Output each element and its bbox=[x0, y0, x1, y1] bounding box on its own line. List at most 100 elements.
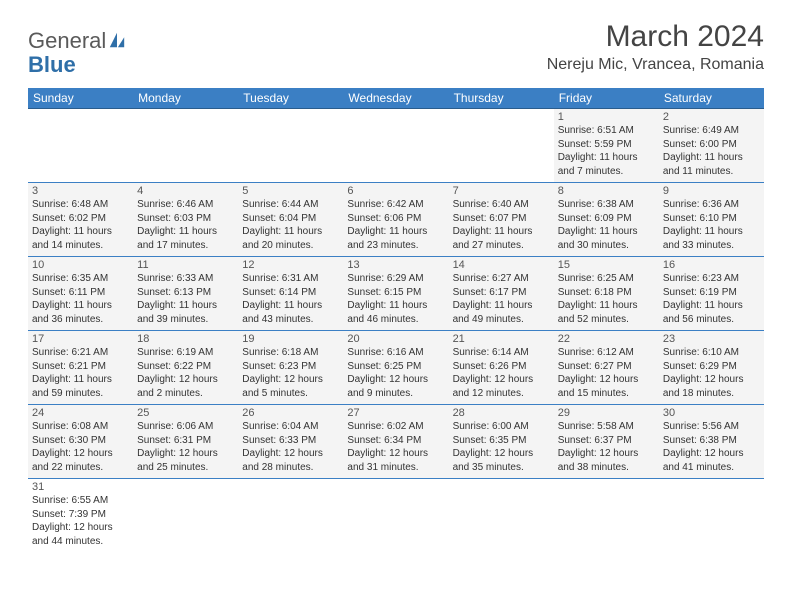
day-number: 23 bbox=[663, 333, 760, 345]
day-number: 4 bbox=[137, 185, 234, 197]
logo: General bbox=[28, 28, 126, 54]
cell-line: Sunrise: 6:55 AM bbox=[32, 494, 129, 508]
day-number: 19 bbox=[242, 333, 339, 345]
cell-line: and 2 minutes. bbox=[137, 387, 234, 401]
cell-line: Daylight: 12 hours bbox=[663, 447, 760, 461]
day-number: 28 bbox=[453, 407, 550, 419]
weekday-header: Friday bbox=[554, 88, 659, 109]
cell-line: Daylight: 11 hours bbox=[137, 225, 234, 239]
cell-line: Sunrise: 6:16 AM bbox=[347, 346, 444, 360]
cell-line: Daylight: 12 hours bbox=[242, 447, 339, 461]
calendar-cell: 3Sunrise: 6:48 AMSunset: 6:02 PMDaylight… bbox=[28, 183, 133, 257]
cell-line: Sunrise: 6:49 AM bbox=[663, 124, 760, 138]
day-number: 27 bbox=[347, 407, 444, 419]
cell-line: Sunset: 6:37 PM bbox=[558, 434, 655, 448]
cell-line: Daylight: 11 hours bbox=[347, 225, 444, 239]
cell-line: Daylight: 11 hours bbox=[453, 225, 550, 239]
cell-line: Sunrise: 6:44 AM bbox=[242, 198, 339, 212]
calendar-table: Sunday Monday Tuesday Wednesday Thursday… bbox=[28, 88, 764, 553]
calendar-cell: 5Sunrise: 6:44 AMSunset: 6:04 PMDaylight… bbox=[238, 183, 343, 257]
title-block: March 2024 Nereju Mic, Vrancea, Romania bbox=[547, 20, 764, 78]
cell-line: and 59 minutes. bbox=[32, 387, 129, 401]
calendar-cell bbox=[238, 479, 343, 553]
calendar-cell bbox=[238, 109, 343, 183]
calendar-cell: 24Sunrise: 6:08 AMSunset: 6:30 PMDayligh… bbox=[28, 405, 133, 479]
day-number: 10 bbox=[32, 259, 129, 271]
calendar-cell: 14Sunrise: 6:27 AMSunset: 6:17 PMDayligh… bbox=[449, 257, 554, 331]
cell-line: Sunset: 6:34 PM bbox=[347, 434, 444, 448]
cell-line: Sunset: 6:30 PM bbox=[32, 434, 129, 448]
cell-line: Sunrise: 6:08 AM bbox=[32, 420, 129, 434]
weekday-header: Thursday bbox=[449, 88, 554, 109]
cell-line: Sunset: 6:03 PM bbox=[137, 212, 234, 226]
weekday-header: Sunday bbox=[28, 88, 133, 109]
calendar-row: 31Sunrise: 6:55 AMSunset: 7:39 PMDayligh… bbox=[28, 479, 764, 553]
cell-line: Daylight: 11 hours bbox=[242, 299, 339, 313]
cell-line: and 36 minutes. bbox=[32, 313, 129, 327]
cell-line: Sunrise: 6:27 AM bbox=[453, 272, 550, 286]
calendar-cell: 17Sunrise: 6:21 AMSunset: 6:21 PMDayligh… bbox=[28, 331, 133, 405]
cell-line: Daylight: 12 hours bbox=[347, 447, 444, 461]
calendar-cell: 23Sunrise: 6:10 AMSunset: 6:29 PMDayligh… bbox=[659, 331, 764, 405]
cell-line: Sunset: 6:06 PM bbox=[347, 212, 444, 226]
cell-line: Sunrise: 6:10 AM bbox=[663, 346, 760, 360]
cell-line: and 28 minutes. bbox=[242, 461, 339, 475]
calendar-cell: 30Sunrise: 5:56 AMSunset: 6:38 PMDayligh… bbox=[659, 405, 764, 479]
calendar-cell: 21Sunrise: 6:14 AMSunset: 6:26 PMDayligh… bbox=[449, 331, 554, 405]
cell-line: and 11 minutes. bbox=[663, 165, 760, 179]
day-number: 30 bbox=[663, 407, 760, 419]
cell-line: Sunrise: 6:48 AM bbox=[32, 198, 129, 212]
cell-line: Sunset: 6:04 PM bbox=[242, 212, 339, 226]
cell-line: Sunrise: 6:35 AM bbox=[32, 272, 129, 286]
cell-line: Daylight: 12 hours bbox=[663, 373, 760, 387]
cell-line: Sunset: 6:07 PM bbox=[453, 212, 550, 226]
day-number: 26 bbox=[242, 407, 339, 419]
cell-line: Sunrise: 6:02 AM bbox=[347, 420, 444, 434]
calendar-cell: 26Sunrise: 6:04 AMSunset: 6:33 PMDayligh… bbox=[238, 405, 343, 479]
cell-line: Sunset: 6:11 PM bbox=[32, 286, 129, 300]
location: Nereju Mic, Vrancea, Romania bbox=[547, 56, 764, 74]
day-number: 3 bbox=[32, 185, 129, 197]
calendar-cell: 25Sunrise: 6:06 AMSunset: 6:31 PMDayligh… bbox=[133, 405, 238, 479]
cell-line: Sunrise: 6:29 AM bbox=[347, 272, 444, 286]
cell-line: Sunset: 6:17 PM bbox=[453, 286, 550, 300]
cell-line: and 31 minutes. bbox=[347, 461, 444, 475]
cell-line: and 22 minutes. bbox=[32, 461, 129, 475]
cell-line: Sunset: 6:23 PM bbox=[242, 360, 339, 374]
cell-line: Sunset: 5:59 PM bbox=[558, 138, 655, 152]
logo-sail-icon bbox=[108, 31, 126, 49]
day-number: 8 bbox=[558, 185, 655, 197]
cell-line: and 39 minutes. bbox=[137, 313, 234, 327]
day-number: 2 bbox=[663, 111, 760, 123]
calendar-cell: 27Sunrise: 6:02 AMSunset: 6:34 PMDayligh… bbox=[343, 405, 448, 479]
calendar-cell: 1Sunrise: 6:51 AMSunset: 5:59 PMDaylight… bbox=[554, 109, 659, 183]
cell-line: Daylight: 11 hours bbox=[558, 225, 655, 239]
cell-line: Daylight: 12 hours bbox=[242, 373, 339, 387]
cell-line: Sunrise: 6:36 AM bbox=[663, 198, 760, 212]
cell-line: Sunset: 6:13 PM bbox=[137, 286, 234, 300]
day-number: 24 bbox=[32, 407, 129, 419]
calendar-cell: 29Sunrise: 5:58 AMSunset: 6:37 PMDayligh… bbox=[554, 405, 659, 479]
cell-line: Sunrise: 6:38 AM bbox=[558, 198, 655, 212]
day-number: 6 bbox=[347, 185, 444, 197]
cell-line: and 33 minutes. bbox=[663, 239, 760, 253]
cell-line: Sunrise: 5:58 AM bbox=[558, 420, 655, 434]
header: General March 2024 Nereju Mic, Vrancea, … bbox=[28, 20, 764, 78]
calendar-cell: 31Sunrise: 6:55 AMSunset: 7:39 PMDayligh… bbox=[28, 479, 133, 553]
cell-line: Daylight: 12 hours bbox=[453, 373, 550, 387]
cell-line: Sunrise: 6:18 AM bbox=[242, 346, 339, 360]
cell-line: Sunrise: 6:00 AM bbox=[453, 420, 550, 434]
day-number: 13 bbox=[347, 259, 444, 271]
cell-line: and 41 minutes. bbox=[663, 461, 760, 475]
cell-line: Sunrise: 6:25 AM bbox=[558, 272, 655, 286]
cell-line: Daylight: 12 hours bbox=[453, 447, 550, 461]
cell-line: Sunrise: 6:21 AM bbox=[32, 346, 129, 360]
weekday-header: Tuesday bbox=[238, 88, 343, 109]
cell-line: Daylight: 12 hours bbox=[137, 373, 234, 387]
logo-text-2: Blue bbox=[28, 52, 76, 78]
cell-line: Sunrise: 6:23 AM bbox=[663, 272, 760, 286]
day-number: 22 bbox=[558, 333, 655, 345]
cell-line: Sunset: 6:09 PM bbox=[558, 212, 655, 226]
cell-line: Sunrise: 5:56 AM bbox=[663, 420, 760, 434]
calendar-cell: 6Sunrise: 6:42 AMSunset: 6:06 PMDaylight… bbox=[343, 183, 448, 257]
